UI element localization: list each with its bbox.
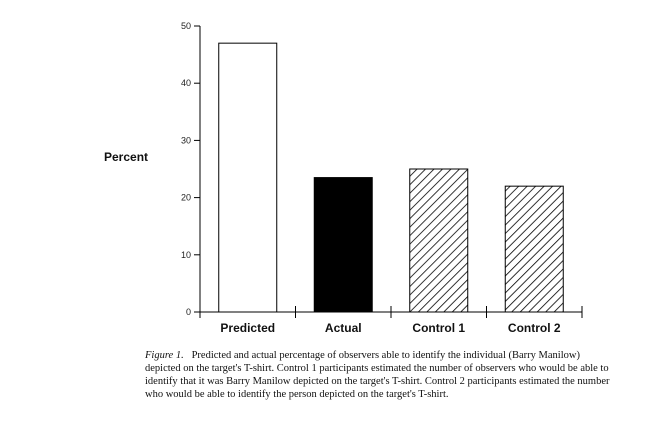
- bar-control-2: [504, 185, 564, 313]
- bar-control-1: [409, 168, 469, 313]
- caption-text: Predicted and actual percentage of obser…: [145, 350, 610, 400]
- y-tick-label: 0: [186, 307, 191, 317]
- figure-number: Figure 1.: [145, 350, 184, 361]
- x-tick-label: Actual: [325, 321, 362, 335]
- bar-chart: 0 10 20 30 40 50 Predicted Actual Control 1 Contr…: [181, 21, 583, 335]
- y-tick-label: 30: [181, 135, 191, 145]
- labels: 0 10 20 30 40 50 Predicted Actual Control 1 Contr…: [181, 21, 561, 335]
- y-tick-label: 50: [181, 21, 191, 31]
- x-tick-label: Control 2: [508, 321, 561, 335]
- x-tick-label: Predicted: [220, 321, 275, 335]
- y-axis-label: Percent: [104, 150, 149, 164]
- bars: [218, 42, 564, 313]
- bar-actual: [313, 177, 373, 313]
- y-tick-label: 10: [181, 250, 191, 260]
- bar-predicted: [218, 42, 278, 313]
- y-tick-label: 40: [181, 78, 191, 88]
- y-tick-label: 20: [181, 193, 191, 203]
- x-tick-label: Control 1: [412, 321, 465, 335]
- figure-caption: Figure 1. Predicted and actual percentag…: [145, 349, 615, 401]
